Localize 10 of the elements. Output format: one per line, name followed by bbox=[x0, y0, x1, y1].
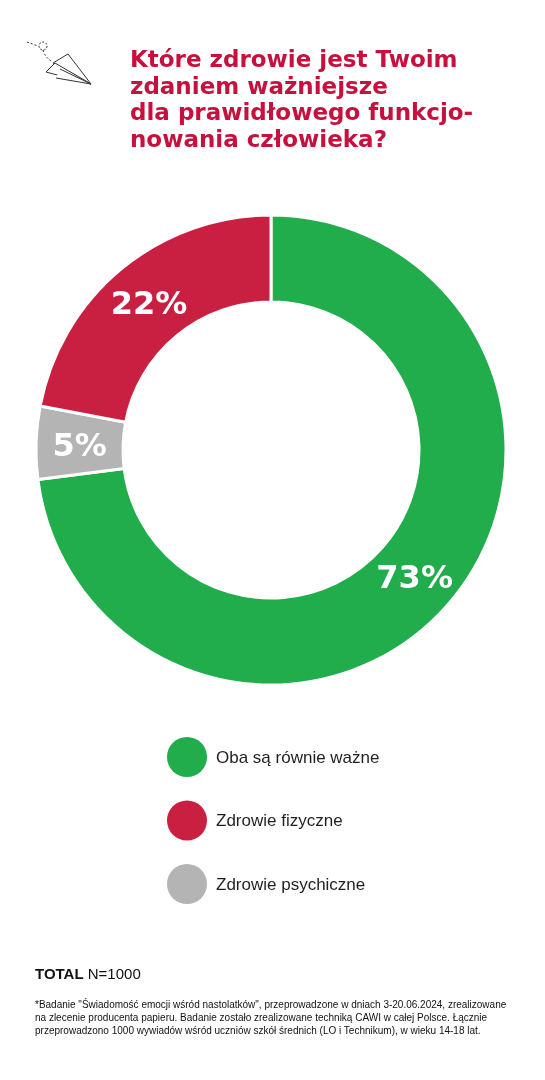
data-label: 22% bbox=[110, 283, 188, 322]
text: *Badanie "Świadomość emocji wśród nastolatków", przeprowadzone w dniach 3-20.06.2024, zrealizowane na zlecenie producenta papieru. Badanie zostało zrealizowane techniką CAWI w całej Polsce. Łącznie przeprowadzono 1000 wywiadów wśród uczniów szkół średnich (LO i Technikum), w wieku 14-18 lat. bbox=[35, 998, 507, 1036]
donut-slice bbox=[36, 213, 508, 687]
legend-label: Oba są równie ważne bbox=[216, 747, 380, 767]
text: TOTAL N=1000 bbox=[35, 965, 141, 982]
data-label: 73% bbox=[376, 558, 453, 597]
legend-label: Zdrowie psychiczne bbox=[216, 874, 366, 894]
legend-label: Zdrowie fizyczne bbox=[216, 811, 343, 831]
data-label: 5% bbox=[52, 425, 107, 464]
chart-title: Które zdrowie jest Twoim zdaniem ważniejsze dla prawidłowego funkcjo- nowania człowieka? bbox=[130, 46, 474, 152]
